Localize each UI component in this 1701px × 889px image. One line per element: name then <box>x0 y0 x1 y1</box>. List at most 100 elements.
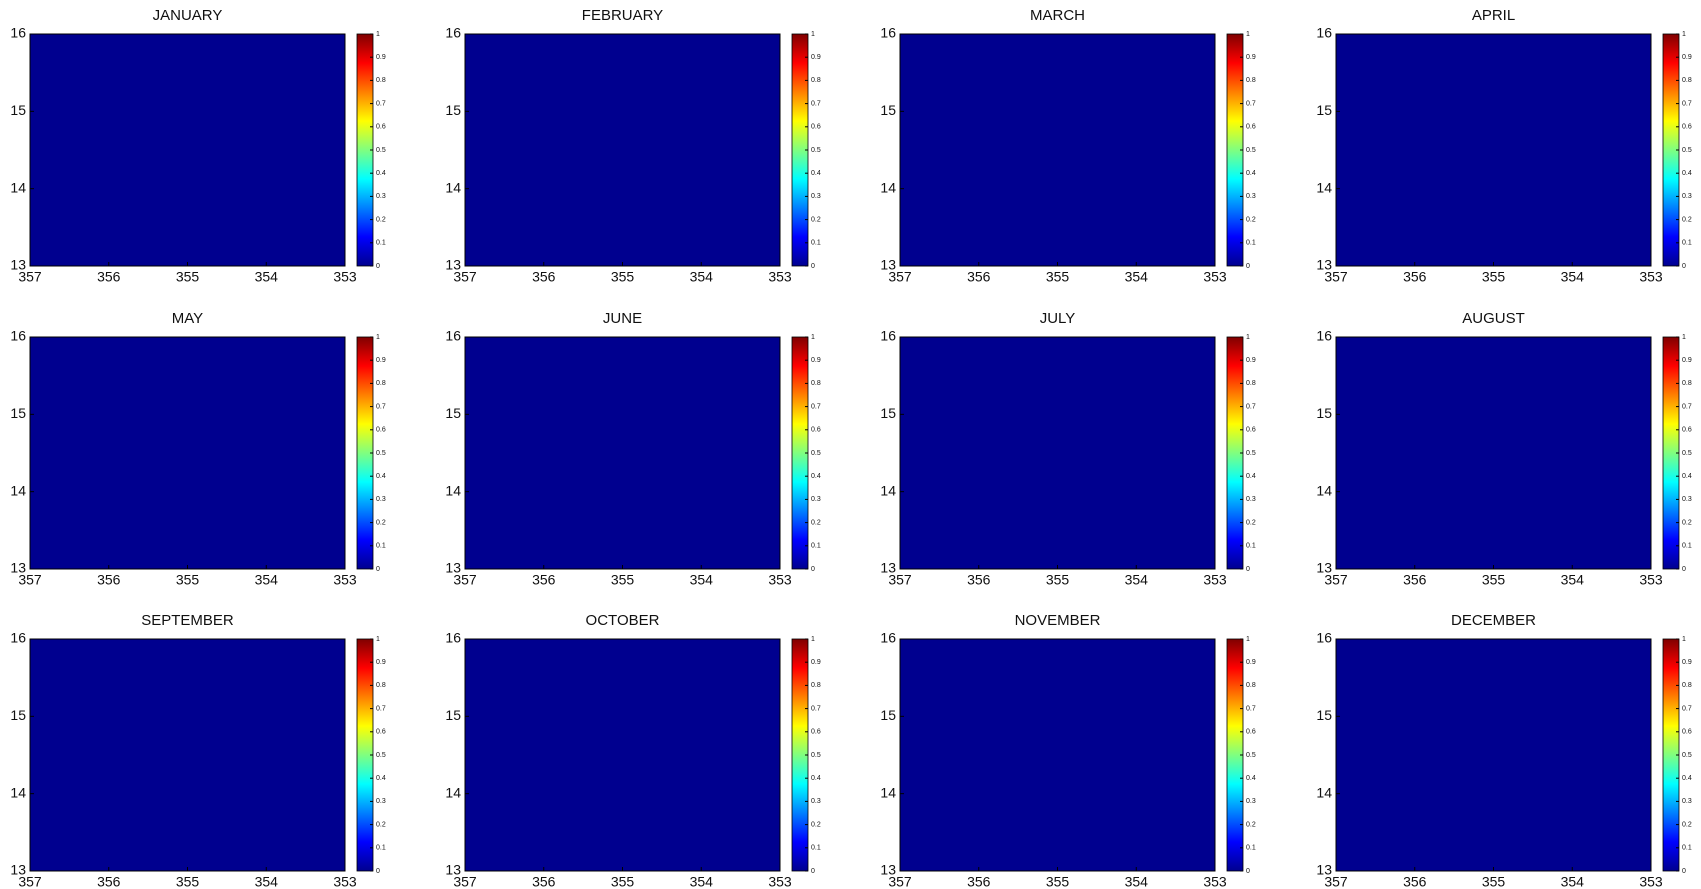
x-tick-label: 355 <box>1482 572 1506 588</box>
y-tick-label: 14 <box>880 784 896 800</box>
x-tick-label: 354 <box>255 269 279 285</box>
y-tick-label: 15 <box>880 102 896 118</box>
colorbar-tick-label: 0.9 <box>811 54 821 61</box>
colorbar-tick-label: 1 <box>811 334 815 341</box>
x-tick-label: 355 <box>176 572 200 588</box>
panel-title: DECEMBER <box>1451 612 1536 629</box>
colorbar-tick-label: 1 <box>811 636 815 643</box>
x-tick-label: 354 <box>1561 572 1585 588</box>
colorbar-tick-label: 0.7 <box>811 705 821 712</box>
x-tick-label: 355 <box>611 572 635 588</box>
colorbar-tick-label: 1 <box>1246 636 1250 643</box>
colorbar-tick-label: 0.6 <box>376 729 386 736</box>
colorbar-tick-label: 0.6 <box>1246 729 1256 736</box>
colorbar-tick-label: 0 <box>1246 868 1250 875</box>
colorbar-tick-label: 0.9 <box>376 54 386 61</box>
colorbar-tick-label: 0.9 <box>1682 659 1692 666</box>
colorbar-tick-label: 0 <box>1682 263 1686 270</box>
x-tick-label: 356 <box>532 269 556 285</box>
y-tick-label: 16 <box>1316 25 1332 41</box>
colorbar-tick-label: 0.5 <box>376 147 386 154</box>
x-tick-label: 356 <box>967 269 991 285</box>
x-tick-label: 354 <box>1125 572 1149 588</box>
y-tick-label: 13 <box>10 560 26 576</box>
x-tick-label: 355 <box>1046 269 1070 285</box>
colorbar-tick-label: 0 <box>376 868 380 875</box>
y-tick-label: 13 <box>445 257 461 273</box>
y-tick-label: 16 <box>880 630 896 646</box>
x-tick-label: 353 <box>1203 572 1227 588</box>
y-tick-label: 15 <box>1316 707 1332 723</box>
colorbar-tick-label: 1 <box>1682 31 1686 38</box>
colorbar-tick-label: 0.9 <box>1246 357 1256 364</box>
colorbar-tick-label: 0.7 <box>376 705 386 712</box>
colorbar-tick-label: 0.1 <box>1246 240 1256 247</box>
colorbar-tick-label: 0.3 <box>1682 193 1692 200</box>
x-tick-label: 357 <box>1324 269 1348 285</box>
colorbar-tick-label: 0.6 <box>811 729 821 736</box>
y-tick-label: 13 <box>880 560 896 576</box>
x-tick-label: 356 <box>532 572 556 588</box>
x-tick-label: 357 <box>18 874 42 889</box>
colorbar-tick-label: 0.8 <box>811 77 821 84</box>
colorbar-tick-label: 0.1 <box>811 845 821 852</box>
x-tick-label: 353 <box>1203 874 1227 889</box>
x-tick-label: 356 <box>532 874 556 889</box>
colorbar-tick-label: 0.4 <box>1682 775 1692 782</box>
colorbar-tick-label: 0.7 <box>811 100 821 107</box>
y-tick-label: 16 <box>10 25 26 41</box>
colorbar-tick-label: 0.5 <box>1246 450 1256 457</box>
x-tick-label: 357 <box>453 269 477 285</box>
colorbar-tick-label: 1 <box>1682 636 1686 643</box>
colorbar-tick-label: 0.9 <box>1682 357 1692 364</box>
y-tick-label: 15 <box>880 707 896 723</box>
y-tick-label: 14 <box>10 179 26 195</box>
colorbar-tick-label: 1 <box>1246 31 1250 38</box>
x-tick-label: 353 <box>1203 269 1227 285</box>
colorbar-tick-label: 0.1 <box>1246 543 1256 550</box>
x-tick-label: 357 <box>1324 874 1348 889</box>
panel-title: JANUARY <box>153 7 223 24</box>
y-tick-label: 14 <box>445 179 461 195</box>
colorbar-tick-label: 0.6 <box>1246 427 1256 434</box>
panel-title: FEBRUARY <box>582 7 663 24</box>
x-tick-label: 356 <box>97 874 121 889</box>
x-tick-label: 354 <box>255 572 279 588</box>
y-tick-label: 15 <box>1316 102 1332 118</box>
y-tick-label: 15 <box>10 405 26 421</box>
colorbar-tick-label: 0.9 <box>376 357 386 364</box>
colorbar-tick-label: 0.7 <box>376 403 386 410</box>
map-field <box>464 336 781 570</box>
map-field <box>1335 638 1652 872</box>
y-tick-label: 13 <box>1316 862 1332 878</box>
x-tick-label: 356 <box>1403 572 1427 588</box>
colorbar-tick-label: 0.3 <box>1246 193 1256 200</box>
colorbar-tick-label: 0.5 <box>811 147 821 154</box>
colorbar-tick-label: 0.8 <box>1246 682 1256 689</box>
y-tick-label: 13 <box>10 862 26 878</box>
y-tick-label: 16 <box>445 630 461 646</box>
x-tick-label: 354 <box>1561 269 1585 285</box>
y-tick-label: 16 <box>880 328 896 344</box>
colorbar-tick-label: 0.2 <box>811 821 821 828</box>
colorbar-tick-label: 0.6 <box>376 124 386 131</box>
y-tick-label: 14 <box>445 482 461 498</box>
colorbar-tick-label: 1 <box>811 31 815 38</box>
x-tick-label: 355 <box>1046 874 1070 889</box>
colorbar-tick-label: 0.4 <box>811 170 821 177</box>
colorbar-tick-label: 0 <box>811 566 815 573</box>
x-tick-label: 353 <box>768 572 792 588</box>
y-tick-label: 16 <box>1316 630 1332 646</box>
colorbar-tick-label: 0.2 <box>376 821 386 828</box>
colorbar-tick-label: 0.5 <box>811 450 821 457</box>
panel-title: MAY <box>172 310 203 327</box>
x-tick-label: 355 <box>1482 269 1506 285</box>
colorbar-tick-label: 0.4 <box>376 170 386 177</box>
colorbar-tick-label: 1 <box>1682 334 1686 341</box>
colorbar-tick-label: 0 <box>1682 566 1686 573</box>
map-field <box>464 638 781 872</box>
x-tick-label: 354 <box>690 269 714 285</box>
x-tick-label: 355 <box>1482 874 1506 889</box>
colorbar-tick-label: 0.6 <box>1682 729 1692 736</box>
colorbar-tick-label: 0.7 <box>376 100 386 107</box>
